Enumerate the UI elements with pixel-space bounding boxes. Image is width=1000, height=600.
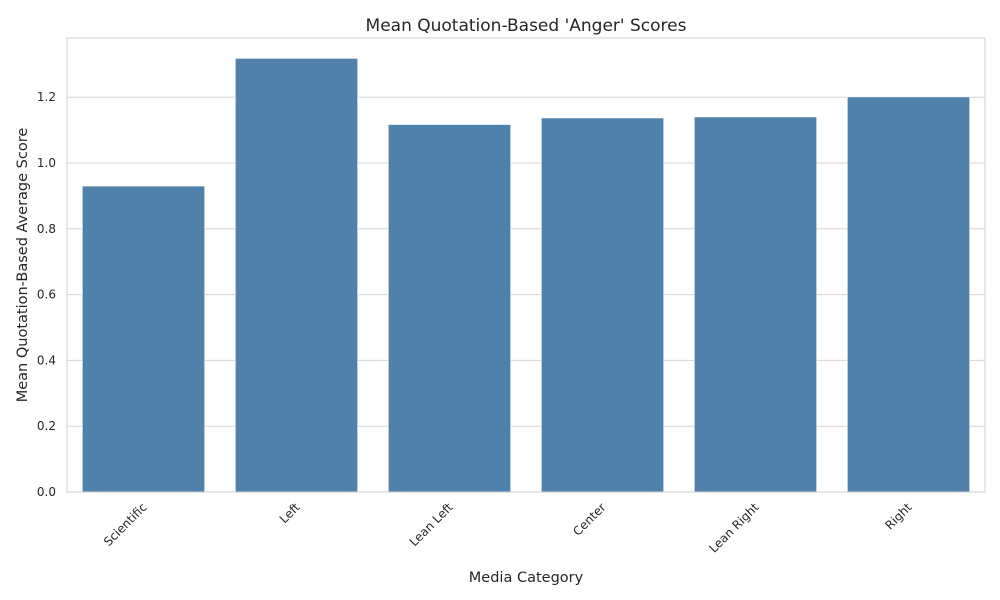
x-tick-label: Left [277, 500, 303, 526]
gridlines [67, 96, 985, 493]
y-axis-label: Mean Quotation-Based Average Score [15, 128, 31, 403]
x-tick-label: Center [570, 500, 609, 539]
x-tick-label: Lean Left [407, 500, 456, 549]
bar-left [235, 58, 359, 493]
y-tick-label: 0.2 [37, 419, 56, 433]
x-axis-label: Media Category [469, 570, 584, 586]
y-tick-label: 0.4 [37, 353, 56, 367]
x-tick-label: Scientific [101, 500, 150, 549]
y-tick-label: 0.6 [37, 288, 56, 302]
x-tick-label: Right [882, 500, 914, 532]
bar-center [540, 117, 664, 493]
y-tick-label: 1.0 [37, 156, 56, 170]
plot-frame [66, 37, 986, 493]
y-tick-label: 0.8 [37, 222, 56, 236]
bars [82, 58, 970, 493]
bar-right [846, 96, 970, 493]
bar-scientific [82, 185, 206, 493]
x-tick-label: Lean Right [706, 500, 762, 556]
bar-lean-right [693, 116, 817, 493]
chart-title: Mean Quotation-Based 'Anger' Scores [366, 16, 687, 36]
x-tick-labels: Scientific Left Lean Left Center Lean Right R… [101, 500, 915, 556]
y-tick-label: 1.2 [37, 90, 56, 104]
y-tick-labels: 0.0 0.2 0.4 0.6 0.8 1.0 1.2 [37, 90, 56, 499]
bar-lean-left [387, 124, 511, 493]
y-tick-label: 0.0 [37, 485, 56, 499]
